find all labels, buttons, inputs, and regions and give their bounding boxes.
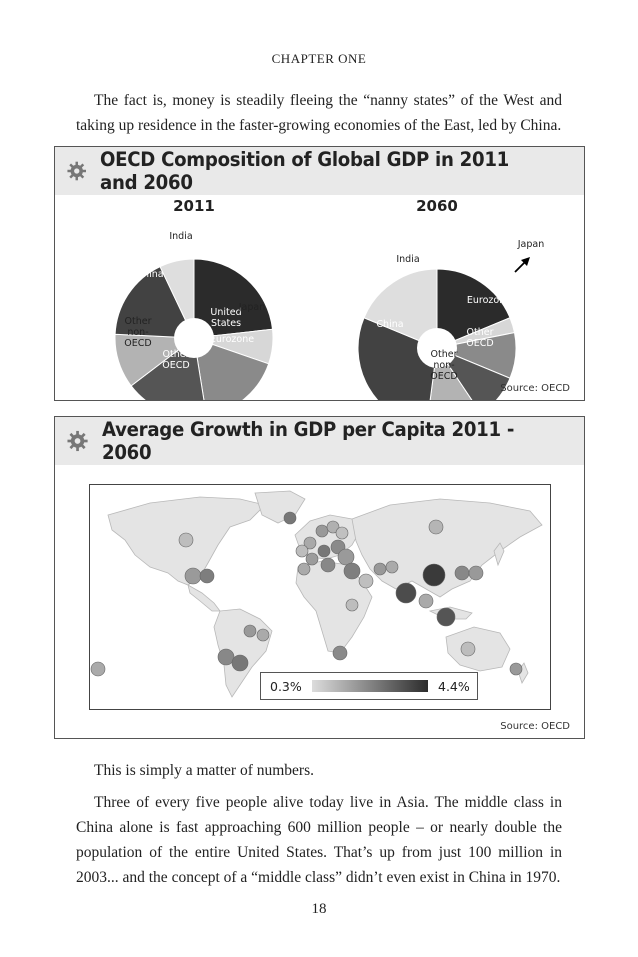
gear-icon bbox=[67, 161, 87, 181]
pie-slice-label: Japan bbox=[238, 302, 266, 313]
growth-dot bbox=[317, 544, 331, 558]
pie-slice-label: India bbox=[169, 231, 192, 242]
pie-slice-label: United States bbox=[446, 251, 477, 273]
pie-slice bbox=[193, 337, 270, 400]
africa-landmass bbox=[295, 560, 373, 654]
growth-dot bbox=[295, 544, 309, 558]
japan-callout-arrow bbox=[514, 257, 530, 273]
growth-legend: 0.3% 4.4% bbox=[260, 672, 478, 700]
pie-slice bbox=[159, 258, 195, 339]
pie-hole bbox=[174, 318, 214, 358]
growth-dot bbox=[422, 563, 446, 587]
pie-slice bbox=[436, 268, 511, 349]
growth-dot bbox=[428, 519, 444, 535]
growth-dot bbox=[436, 607, 456, 627]
growth-panel-title: Average Growth in GDP per Capita 2011 - … bbox=[102, 418, 515, 464]
growth-dot bbox=[178, 532, 194, 548]
intro-paragraph: The fact is, money is steadily fleeing t… bbox=[76, 92, 562, 134]
growth-dot bbox=[335, 526, 349, 540]
paragraph-numbers: This is simply a matter of numbers. bbox=[94, 762, 314, 779]
growth-dot bbox=[326, 520, 340, 534]
gdp-panel-header: OECD Composition of Global GDP in 2011 a… bbox=[55, 147, 584, 195]
growth-dot bbox=[373, 562, 387, 576]
pie-slice bbox=[363, 268, 438, 349]
pie-slice-label: Other non-OECD bbox=[430, 349, 457, 382]
growth-dot bbox=[418, 593, 434, 609]
growth-dot bbox=[90, 661, 106, 677]
growth-dot bbox=[199, 568, 215, 584]
growth-dot bbox=[468, 565, 484, 581]
pie-slice-label: Eurozone bbox=[467, 295, 511, 306]
growth-dot bbox=[320, 557, 336, 573]
page-number: 18 bbox=[311, 901, 327, 917]
pie-slice bbox=[193, 258, 274, 339]
growth-dot bbox=[315, 524, 329, 538]
pie-slice-label: Other OECD bbox=[162, 349, 189, 371]
japan-landmass bbox=[493, 542, 505, 567]
pie-hole bbox=[417, 328, 457, 368]
growth-dot bbox=[303, 536, 317, 550]
growth-dot bbox=[217, 648, 235, 666]
asia-landmass bbox=[351, 498, 543, 598]
gear-icon bbox=[67, 430, 88, 452]
growth-dot bbox=[385, 560, 399, 574]
south-america-landmass bbox=[213, 608, 273, 698]
growth-dot bbox=[460, 641, 476, 657]
pie-title: 2060 bbox=[416, 197, 458, 215]
gdp-composition-panel: OECD Composition of Global GDP in 2011 a… bbox=[54, 146, 585, 401]
growth-dot bbox=[343, 562, 361, 580]
growth-dot bbox=[358, 573, 374, 589]
pie-slice-label: United States bbox=[210, 307, 241, 329]
world-map: 0.3% 4.4% bbox=[89, 484, 551, 710]
pie-slice-label: Japan bbox=[517, 239, 545, 250]
growth-dot bbox=[243, 624, 257, 638]
greenland-landmass bbox=[254, 490, 306, 524]
pie-title: 2011 bbox=[173, 197, 215, 215]
pie-slice-label: China bbox=[376, 319, 403, 330]
world-map-graphic bbox=[90, 490, 543, 698]
pie-slice bbox=[435, 346, 511, 400]
growth-panel-header: Average Growth in GDP per Capita 2011 - … bbox=[55, 417, 584, 465]
growth-dot bbox=[345, 598, 359, 612]
growth-dot bbox=[509, 662, 523, 676]
pie-slice bbox=[357, 317, 438, 400]
pie-2060: 2060 United States Japan Eurozone Other OECD Ot… bbox=[357, 197, 545, 400]
pie-slice-label: Eurozone bbox=[210, 334, 254, 345]
gdp-source-note: Source: OECD bbox=[500, 383, 570, 394]
growth-dot bbox=[283, 511, 297, 525]
paragraph-asia: Three of every five people alive today l… bbox=[76, 794, 562, 886]
growth-dot bbox=[184, 567, 202, 585]
pie-slice-label: India bbox=[396, 254, 419, 265]
growth-dot bbox=[305, 552, 319, 566]
gdp-growth-panel: Average Growth in GDP per Capita 2011 - … bbox=[54, 416, 585, 739]
gdp-panel-title: OECD Composition of Global GDP in 2011 a… bbox=[100, 148, 510, 194]
growth-dot bbox=[395, 582, 417, 604]
growth-dot bbox=[297, 562, 311, 576]
pie-slice-label: Other non-OECD bbox=[124, 316, 151, 349]
growth-dot bbox=[256, 628, 270, 642]
growth-source-note: Source: OECD bbox=[500, 721, 570, 732]
australia-landmass bbox=[445, 626, 511, 672]
legend-min-label: 0.3% bbox=[270, 678, 302, 694]
legend-max-label: 4.4% bbox=[438, 678, 470, 694]
growth-dots bbox=[90, 511, 523, 677]
pie-slice bbox=[114, 266, 195, 339]
legend-gradient-bar bbox=[312, 680, 428, 692]
growth-dot bbox=[231, 654, 249, 672]
pie-slice-label: China bbox=[136, 269, 163, 280]
chapter-heading: CHAPTER ONE bbox=[271, 51, 367, 66]
growth-dot bbox=[454, 565, 470, 581]
central-america-landmass bbox=[187, 584, 221, 612]
growth-dot bbox=[337, 548, 355, 566]
growth-dot bbox=[332, 645, 348, 661]
pie-slice-label: Other OECD bbox=[466, 327, 493, 349]
